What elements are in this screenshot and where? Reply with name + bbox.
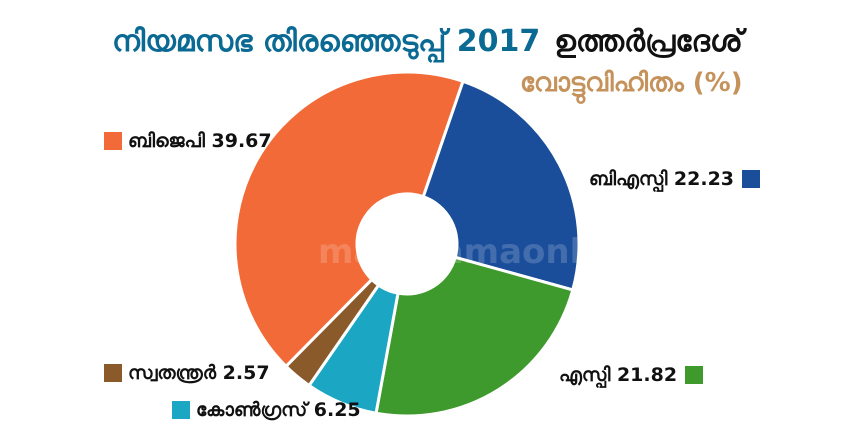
chart-subtitle: വോട്ടുവിഹിതം (%) [520,68,743,98]
legend-label-congress: കോൺഗ്രസ് 6.25 [196,399,361,421]
slice-bjp [233,70,465,369]
legend-swatch-bsp [742,170,761,188]
legend-item-bjp: ബിജെപി 39.67 [104,130,272,152]
chart-title-text: നിയമസഭ തിരഞ്ഞെടുപ്പ് 2017 [112,24,541,59]
slice-independents [283,277,381,388]
legend-label-bjp: ബിജെപി 39.67 [128,130,272,152]
legend-item-independents: സ്വതന്ത്രർ 2.57 [104,362,270,384]
legend-swatch-independents [104,364,122,382]
chart-title: നിയമസഭ തിരഞ്ഞെടുപ്പ് 2017 ഉത്തർപ്രദേശ് [112,24,743,59]
chart-title-region: ഉത്തർപ്രദേശ് [554,24,743,59]
legend-label-sp: എസ്പി 21.82 [559,364,678,386]
slice-bsp [421,79,581,292]
legend-item-bsp: ബിഎസ്പി 22.23 [589,168,761,190]
legend-label-independents: സ്വതന്ത്രർ 2.57 [128,362,270,384]
legend-swatch-congress [172,401,190,419]
legend-swatch-bjp [104,132,122,150]
legend-item-sp: എസ്പി 21.82 [559,364,704,386]
slice-sp [374,255,575,418]
legend-label-bsp: ബിഎസ്പി 22.23 [589,168,735,190]
legend-item-congress: കോൺഗ്രസ് 6.25 [172,399,361,421]
legend-swatch-sp [685,366,704,384]
